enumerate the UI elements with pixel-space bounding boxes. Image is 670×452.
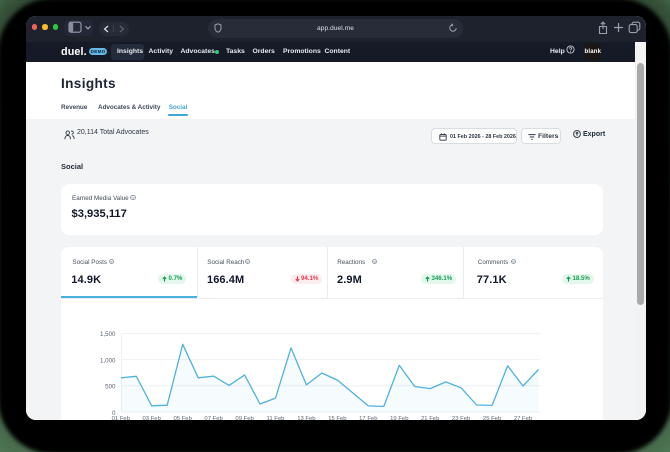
svg-text:17 Feb: 17 Feb [359, 416, 378, 420]
svg-text:11 Feb: 11 Feb [267, 416, 286, 420]
svg-text:1,000: 1,000 [100, 357, 116, 364]
svg-text:19 Feb: 19 Feb [390, 416, 409, 420]
svg-text:13 Feb: 13 Feb [297, 416, 316, 420]
svg-text:01 Feb: 01 Feb [112, 416, 131, 420]
svg-text:15 Feb: 15 Feb [328, 416, 347, 420]
svg-text:25 Feb: 25 Feb [483, 416, 502, 420]
svg-text:23 Feb: 23 Feb [452, 416, 471, 420]
svg-text:03 Feb: 03 Feb [143, 416, 162, 420]
svg-text:05 Feb: 05 Feb [174, 416, 193, 420]
svg-text:500: 500 [105, 384, 116, 391]
svg-text:1,500: 1,500 [100, 331, 116, 338]
svg-text:21 Feb: 21 Feb [421, 416, 440, 420]
svg-text:0: 0 [112, 410, 116, 417]
svg-text:07 Feb: 07 Feb [204, 416, 223, 420]
svg-text:09 Feb: 09 Feb [235, 416, 254, 420]
svg-text:27 Feb: 27 Feb [514, 416, 533, 420]
